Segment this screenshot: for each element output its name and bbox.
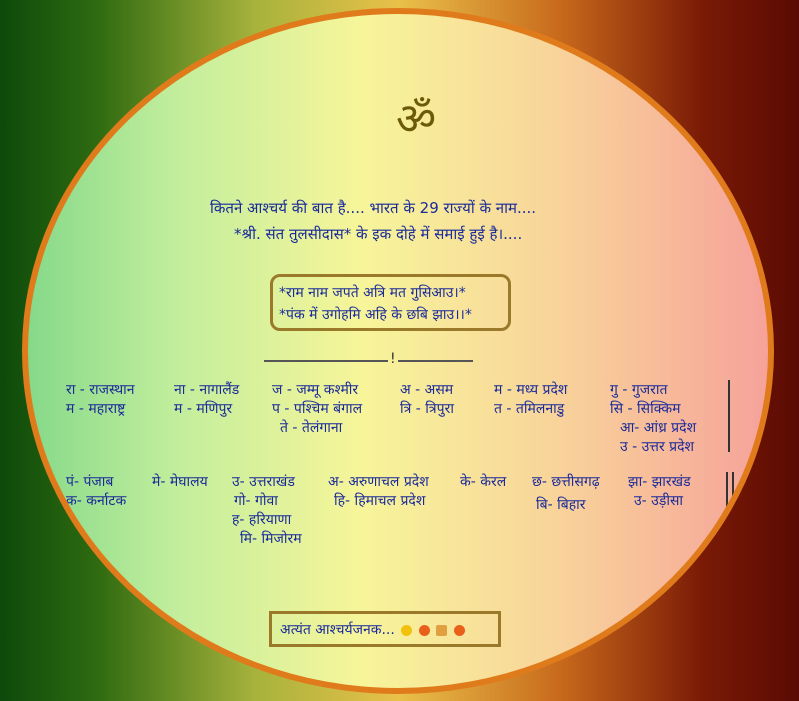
state-item: उ - उत्तर प्रदेश <box>620 439 695 455</box>
state-item: पं- पंजाब <box>66 474 114 490</box>
row1-group-3: ज - जम्मू कश्मीर प - पश्चिम बंगाल ते - त… <box>272 380 362 437</box>
footer-text: अत्यंत आश्चर्यजनक... <box>280 622 395 638</box>
state-item: आ- आंध्र प्रदेश <box>620 420 697 436</box>
state-item: बि- बिहार <box>536 497 586 513</box>
state-item: म - महाराष्ट्र <box>66 401 126 417</box>
state-item: प - पश्चिम बंगाल <box>272 401 363 417</box>
row2-divider-2 <box>732 472 734 528</box>
state-item: रा - राजस्थान <box>66 382 135 398</box>
intro-line-1: कितने आश्चर्य की बात है.... भारत के 29 र… <box>210 199 537 217</box>
verse-line-2: *पंक में उगोहमि अहि के छबि झाउ।।* <box>279 307 472 323</box>
row2-group-5: के- केरल <box>460 472 506 491</box>
footer-box: अत्यंत आश्चर्यजनक... <box>269 611 501 647</box>
verse-box: *राम नाम जपते अत्रि मत गुसिआउ।* *पंक में… <box>270 274 511 331</box>
state-item: छ- छत्तीसगढ़ <box>532 474 600 490</box>
separator-left <box>264 360 388 362</box>
ok-hand-icon <box>401 624 413 636</box>
intro-line-2: *श्री. संत तुलसीदास* के इक दोहे में समाई… <box>234 225 523 243</box>
om-symbol: ॐ <box>396 94 437 145</box>
flower-icon <box>453 624 465 636</box>
state-item: उ- उड़ीसा <box>634 493 684 509</box>
row1-group-4: अ - असम त्रि - त्रिपुरा <box>400 380 454 418</box>
state-item: त - तमिलनाडु <box>494 401 565 417</box>
state-item: उ- उत्तराखंड <box>232 474 295 490</box>
state-item: गु - गुजरात <box>610 382 668 398</box>
row2-group-6: छ- छत्तीसगढ़ बि- बिहार <box>532 472 600 514</box>
state-item: ज - जम्मू कश्मीर <box>272 382 359 398</box>
row2-group-1: पं- पंजाब क- कर्नाटक <box>66 472 126 510</box>
separator-right <box>398 360 473 362</box>
row2-divider-1 <box>726 472 728 528</box>
row1-group-1: रा - राजस्थान म - महाराष्ट्र <box>66 380 135 418</box>
flower-icon <box>418 624 430 636</box>
row1-divider <box>728 380 730 452</box>
state-item: गो- गोवा <box>234 493 278 509</box>
row2-group-3: उ- उत्तराखंड गो- गोवा ह- हरियाणा मि- मिज… <box>232 472 302 548</box>
state-item: ना - नागालैंड <box>174 382 240 398</box>
row1-group-2: ना - नागालैंड म - मणिपुर <box>174 380 239 418</box>
state-item: सि - सिक्किम <box>610 401 681 417</box>
separator-mark: ! <box>390 351 396 367</box>
row2-group-7: झा- झारखंड उ- उड़ीसा <box>628 472 691 510</box>
state-item: के- केरल <box>460 474 507 490</box>
row1-group-6: गु - गुजरात सि - सिक्किम आ- आंध्र प्रदेश… <box>610 380 696 456</box>
state-item: झा- झारखंड <box>628 474 691 490</box>
state-item: म - मध्य प्रदेश <box>494 382 568 398</box>
state-item: ह- हरियाणा <box>232 512 292 528</box>
verse-line-1: *राम नाम जपते अत्रि मत गुसिआउ।* <box>279 285 466 301</box>
folded-hands-icon <box>436 624 448 636</box>
state-item: हि- हिमाचल प्रदेश <box>334 493 426 509</box>
row2-group-2: मे- मेघालय <box>152 472 208 491</box>
state-item: मि- मिजोरम <box>240 531 302 547</box>
state-item: मे- मेघालय <box>152 474 208 490</box>
state-item: अ- अरुणाचल प्रदेश <box>328 474 429 490</box>
state-item: अ - असम <box>400 382 454 398</box>
state-item: ते - तेलंगाना <box>280 420 343 436</box>
row2-group-4: अ- अरुणाचल प्रदेश हि- हिमाचल प्रदेश <box>328 472 429 510</box>
oval-panel: ॐ कितने आश्चर्य की बात है.... भारत के 29… <box>22 8 774 694</box>
row1-group-5: म - मध्य प्रदेश त - तमिलनाडु <box>494 380 567 418</box>
state-item: त्रि - त्रिपुरा <box>400 401 454 417</box>
state-item: क- कर्नाटक <box>66 493 127 509</box>
state-item: म - मणिपुर <box>174 401 233 417</box>
